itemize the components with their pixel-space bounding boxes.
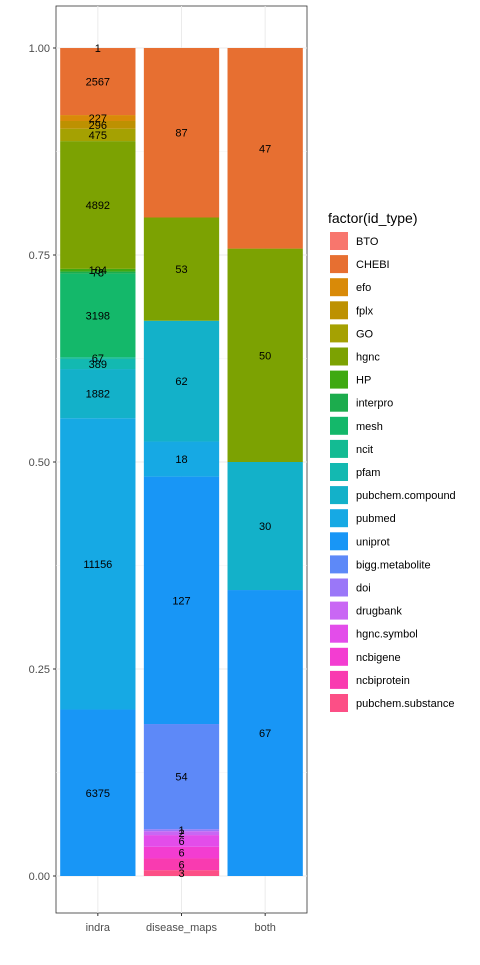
segment-label: 1882 xyxy=(86,389,110,401)
segment-label: 62 xyxy=(175,376,187,388)
y-tick-label: 0.00 xyxy=(29,871,50,883)
legend-key xyxy=(330,579,348,597)
legend-label: drugbank xyxy=(356,606,402,618)
legend-label: hgnc xyxy=(356,352,380,364)
segment-label: 1 xyxy=(95,43,101,55)
legend-label: mesh xyxy=(356,421,383,433)
segment-label: 47 xyxy=(259,143,271,155)
legend-key xyxy=(330,555,348,573)
legend-label: pfam xyxy=(356,467,380,479)
legend-label: pubmed xyxy=(356,513,396,525)
legend-label: BTO xyxy=(356,236,379,248)
segment-label: 127 xyxy=(172,595,190,607)
legend-label: doi xyxy=(356,583,371,595)
segment-label: 11156 xyxy=(83,559,112,571)
legend-label: hgnc.symbol xyxy=(356,629,418,641)
segment-label: 54 xyxy=(175,772,187,784)
legend-key xyxy=(330,625,348,643)
legend-label: pubchem.compound xyxy=(356,490,456,502)
segment-label: 67 xyxy=(259,728,271,740)
legend-key xyxy=(330,648,348,666)
segment-label: 3198 xyxy=(86,310,110,322)
segment-label: 30 xyxy=(259,521,271,533)
legend-label: uniprot xyxy=(356,536,390,548)
legend-key xyxy=(330,301,348,319)
legend-key xyxy=(330,440,348,458)
y-tick-label: 1.00 xyxy=(29,43,50,55)
legend-label: ncit xyxy=(356,444,373,456)
legend-key xyxy=(330,232,348,250)
legend-label: ncbiprotein xyxy=(356,675,410,687)
segment-label: 6 xyxy=(178,848,184,860)
legend-key xyxy=(330,394,348,412)
x-tick-label: indra xyxy=(86,922,111,934)
legend-title: factor(id_type) xyxy=(328,210,417,226)
y-tick-label: 0.25 xyxy=(29,664,50,676)
legend-key xyxy=(330,278,348,296)
legend-label: pubchem.substance xyxy=(356,698,454,710)
legend-key xyxy=(330,602,348,620)
x-tick-label: disease_maps xyxy=(146,922,217,934)
legend-key xyxy=(330,324,348,342)
segment-label: 4892 xyxy=(86,200,110,212)
legend-key xyxy=(330,671,348,689)
segment-label: 227 xyxy=(89,113,107,125)
segment-label: 1 xyxy=(178,825,184,837)
legend-label: interpro xyxy=(356,398,393,410)
legend: factor(id_type) BTO CHEBI efo fplx GO hgnc HP i… xyxy=(328,210,456,712)
legend-key xyxy=(330,255,348,273)
legend-label: GO xyxy=(356,328,374,340)
segment-label: 104 xyxy=(89,265,107,277)
segment-label: 53 xyxy=(175,264,187,276)
legend-label: efo xyxy=(356,282,371,294)
y-tick-label: 0.75 xyxy=(29,250,50,262)
legend-key xyxy=(330,463,348,481)
legend-key xyxy=(330,532,348,550)
legend-label: bigg.metabolite xyxy=(356,559,431,571)
x-tick-label: both xyxy=(254,922,275,934)
segment-label: 18 xyxy=(175,454,187,466)
legend-key xyxy=(330,694,348,712)
legend-key xyxy=(330,509,348,527)
legend-label: ncbigene xyxy=(356,652,401,664)
segment-label: 67 xyxy=(92,353,104,365)
legend-label: CHEBI xyxy=(356,259,390,271)
legend-label: fplx xyxy=(356,305,374,317)
segment-label: 6375 xyxy=(86,788,110,800)
y-tick-label: 0.50 xyxy=(29,457,50,469)
legend-key xyxy=(330,417,348,435)
legend-key xyxy=(330,348,348,366)
segment-label: 87 xyxy=(175,128,187,140)
legend-key xyxy=(330,486,348,504)
segment-label: 50 xyxy=(259,350,271,362)
legend-label: HP xyxy=(356,375,371,387)
segment-label: 2567 xyxy=(86,77,110,89)
legend-key xyxy=(330,371,348,389)
segment-label: 6 xyxy=(178,859,184,871)
